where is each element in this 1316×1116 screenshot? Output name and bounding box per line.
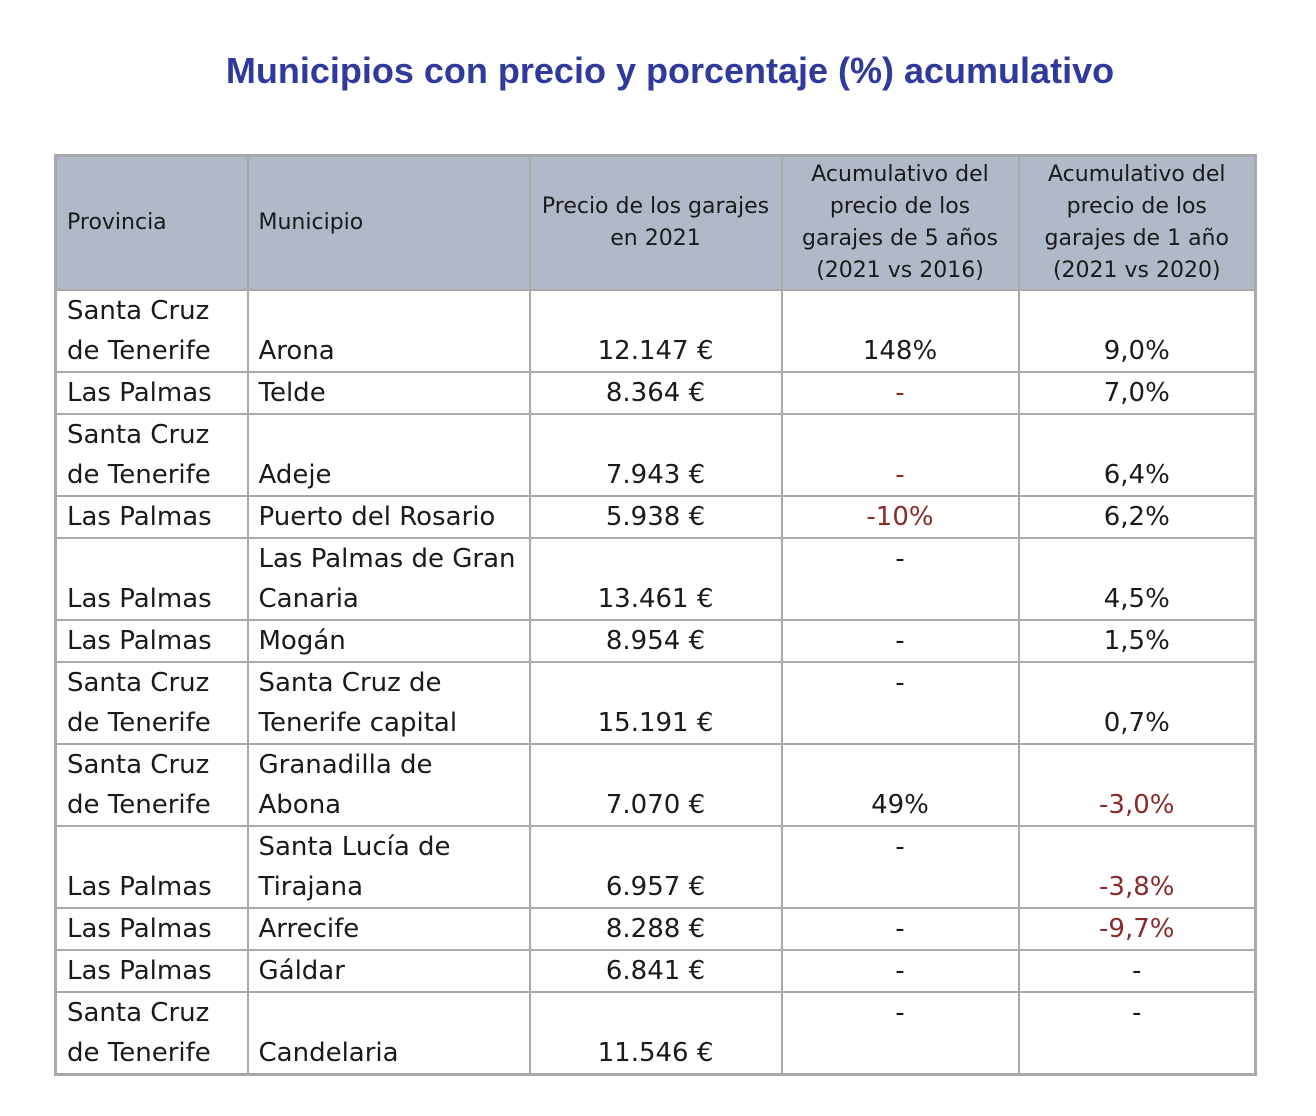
- acum-1-ano-cell: -: [1017, 949, 1257, 993]
- table-header-row: Provincia Municipio Precio de los garaje…: [54, 154, 1257, 291]
- acum-5-anos-cell: -: [780, 661, 1020, 745]
- acum-1-ano-cell: -3,0%: [1017, 743, 1257, 827]
- acum-1-ano-cell: 0,7%: [1017, 661, 1257, 745]
- table-row: Las Palmas Mogán 8.954 € -1,5%: [54, 619, 1257, 663]
- acum-5-anos-cell: -: [780, 371, 1020, 415]
- table-row: Las Palmas Arrecife 8.288 € - -9,7%: [54, 907, 1257, 951]
- acum-5-anos-cell: -: [780, 537, 1020, 621]
- acum-1-ano-cell: 7,0%: [1017, 371, 1257, 415]
- precio-cell: 6.957 €: [528, 825, 783, 909]
- table-row: Las Palmas Puerto del Rosario 5.938 € -10% 6…: [54, 495, 1257, 539]
- precio-cell: 15.191 €: [528, 661, 783, 745]
- acum-5-anos-cell: -: [780, 949, 1020, 993]
- acum-1-ano-cell: 9,0%: [1017, 289, 1257, 373]
- acum-1-ano-cell: 6,2%: [1017, 495, 1257, 539]
- provincia-cell: Santa Cruz de Tenerife: [54, 413, 249, 497]
- table-row: Santa Cruz de Tenerife Santa Cruz de Tene…: [54, 661, 1257, 745]
- provincia-cell: Santa Cruz de Tenerife: [54, 743, 249, 827]
- table-row: Las Palmas Gáldar 6.841 € - -: [54, 949, 1257, 993]
- table-row: Las Palmas Santa Lucía de Tirajana 6.957 €…: [54, 825, 1257, 909]
- precio-cell: 12.147 €: [528, 289, 783, 373]
- acum-5-anos-cell: -: [780, 991, 1020, 1076]
- municipio-cell: Puerto del Rosario: [246, 495, 531, 539]
- acum-5-anos-cell: -: [780, 907, 1020, 951]
- municipio-cell: Granadilla de Abona: [246, 743, 531, 827]
- precio-cell: 7.943 €: [528, 413, 783, 497]
- municipio-cell: Santa Lucía de Tirajana: [246, 825, 531, 909]
- acum-5-anos-cell: -: [780, 619, 1020, 663]
- precio-cell: 8.288 €: [528, 907, 783, 951]
- header-acum-1-ano: Acumulativo del precio de los garajes de…: [1017, 154, 1257, 291]
- municipio-cell: Las Palmas de Gran Canaria: [246, 537, 531, 621]
- acum-5-anos-cell: -: [780, 825, 1020, 909]
- provincia-cell: Santa Cruz de Tenerife: [54, 661, 249, 745]
- acum-1-ano-cell: -: [1017, 991, 1257, 1076]
- header-acum-5-anos: Acumulativo del precio de los garajes de…: [780, 154, 1020, 291]
- table-row: Santa Cruz de Tenerife Granadilla de Abon…: [54, 743, 1257, 827]
- municipios-table: Provincia Municipio Precio de los garaje…: [54, 154, 1257, 1076]
- table-row: Santa Cruz de Tenerife Adeje 7.943 € -6,4%: [54, 413, 1257, 497]
- header-municipio: Municipio: [246, 154, 531, 291]
- acum-5-anos-cell: -: [780, 413, 1020, 497]
- precio-cell: 13.461 €: [528, 537, 783, 621]
- table-row: Las Palmas Telde 8.364 € -7,0%: [54, 371, 1257, 415]
- municipio-cell: Arrecife: [246, 907, 531, 951]
- precio-cell: 11.546 €: [528, 991, 783, 1076]
- acum-1-ano-cell: 1,5%: [1017, 619, 1257, 663]
- precio-cell: 8.954 €: [528, 619, 783, 663]
- acum-1-ano-cell: -3,8%: [1017, 825, 1257, 909]
- acum-1-ano-cell: 6,4%: [1017, 413, 1257, 497]
- provincia-cell: Las Palmas: [54, 537, 249, 621]
- acum-1-ano-cell: 4,5%: [1017, 537, 1257, 621]
- provincia-cell: Las Palmas: [54, 495, 249, 539]
- provincia-cell: Las Palmas: [54, 371, 249, 415]
- table-row: Santa Cruz de Tenerife Arona 12.147 €148% 9…: [54, 289, 1257, 373]
- provincia-cell: Las Palmas: [54, 949, 249, 993]
- table-row: Las Palmas Las Palmas de Gran Canaria 13.4…: [54, 537, 1257, 621]
- municipio-cell: Mogán: [246, 619, 531, 663]
- provincia-cell: Santa Cruz de Tenerife: [54, 289, 249, 373]
- precio-cell: 7.070 €: [528, 743, 783, 827]
- acum-5-anos-cell: 148%: [780, 289, 1020, 373]
- municipio-cell: Telde: [246, 371, 531, 415]
- municipio-cell: Candelaria: [246, 991, 531, 1076]
- municipio-cell: Arona: [246, 289, 531, 373]
- provincia-cell: Las Palmas: [54, 825, 249, 909]
- provincia-cell: Las Palmas: [54, 619, 249, 663]
- municipio-cell: Adeje: [246, 413, 531, 497]
- acum-5-anos-cell: -10%: [780, 495, 1020, 539]
- header-precio: Precio de los garajes en 2021: [528, 154, 783, 291]
- provincia-cell: Santa Cruz de Tenerife: [54, 991, 249, 1076]
- acum-5-anos-cell: 49%: [780, 743, 1020, 827]
- provincia-cell: Las Palmas: [54, 907, 249, 951]
- precio-cell: 8.364 €: [528, 371, 783, 415]
- acum-1-ano-cell: -9,7%: [1017, 907, 1257, 951]
- municipio-cell: Gáldar: [246, 949, 531, 993]
- table-row: Santa Cruz de Tenerife Candelaria 11.546 €…: [54, 991, 1257, 1076]
- page-title: Municipios con precio y porcentaje (%) a…: [225, 50, 1115, 91]
- municipio-cell: Santa Cruz de Tenerife capital: [246, 661, 531, 745]
- header-provincia: Provincia: [54, 154, 249, 291]
- precio-cell: 5.938 €: [528, 495, 783, 539]
- precio-cell: 6.841 €: [528, 949, 783, 993]
